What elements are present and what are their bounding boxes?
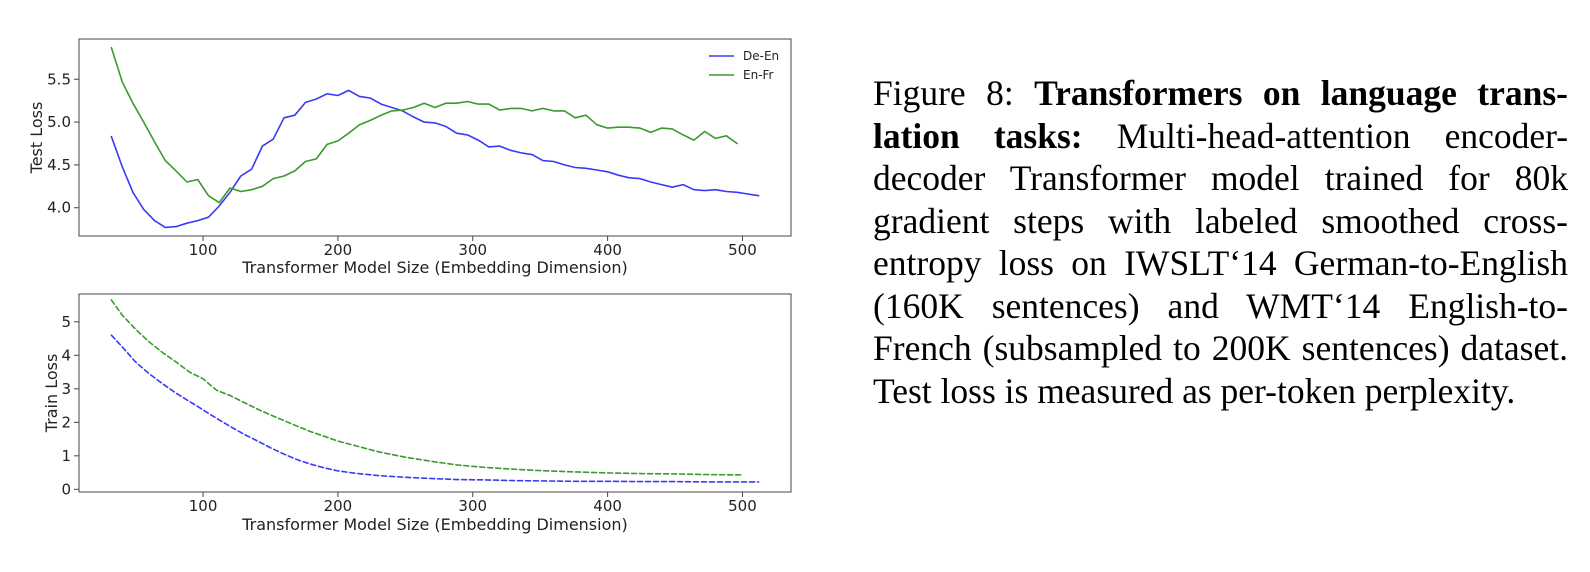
caption-title: Transformers on language trans­lation ta… <box>873 73 1568 156</box>
x-tick-label: 400 <box>593 497 622 515</box>
x-tick-label: 500 <box>728 241 757 259</box>
y-tick-label: 4.0 <box>47 199 71 217</box>
x-tick-label: 200 <box>324 497 353 515</box>
chart-marks <box>110 299 760 483</box>
legend: De-En En-Fr <box>709 49 779 82</box>
train-loss-chart: 100 200 300 400 500 0 1 2 3 4 5 Transformer Model… <box>42 293 792 534</box>
x-axis-label: Transformer Model Size (Embedding Dimens… <box>241 515 628 534</box>
x-ticks: 100 200 300 400 500 <box>189 236 757 259</box>
series-line-series-0 <box>110 334 760 483</box>
y-ticks: 4.0 4.5 5.0 5.5 <box>47 70 79 217</box>
x-tick-label: 500 <box>728 497 757 515</box>
x-tick-label: 100 <box>189 497 218 515</box>
legend-label-en-fr: En-Fr <box>743 68 774 82</box>
legend-label-de-en: De-En <box>743 49 779 63</box>
y-axis-label: Train Loss <box>42 354 61 434</box>
y-tick-label: 0 <box>61 480 71 498</box>
y-tick-label: 5.0 <box>47 113 71 131</box>
y-tick-label: 1 <box>61 447 71 465</box>
plot-frame <box>78 293 792 493</box>
y-tick-label: 3 <box>61 380 71 398</box>
y-tick-label: 5 <box>61 313 71 331</box>
x-ticks: 100 200 300 400 500 <box>189 492 757 515</box>
series-line-series-1 <box>110 299 744 476</box>
series-line-en-fr <box>110 46 738 204</box>
test-loss-chart: 100 200 300 400 500 4.0 4.5 5.0 5.5 Transformer… <box>27 38 792 277</box>
y-tick-label: 2 <box>61 413 71 431</box>
caption-body: Multi-head-attention encoder-decoder Tra… <box>873 115 1569 411</box>
x-tick-label: 100 <box>189 241 218 259</box>
y-tick-label: 4.5 <box>47 156 71 174</box>
caption-label: Figure 8: <box>873 73 1014 113</box>
figure-caption: Figure 8: Transformers on language trans… <box>873 72 1568 412</box>
x-tick-label: 300 <box>458 241 487 259</box>
plot-frame <box>78 38 792 237</box>
y-tick-label: 5.5 <box>47 70 71 88</box>
x-axis-label: Transformer Model Size (Embedding Dimens… <box>241 258 628 277</box>
y-tick-label: 4 <box>61 346 71 364</box>
x-tick-label: 400 <box>593 241 622 259</box>
chart-marks <box>110 46 760 229</box>
x-tick-label: 200 <box>324 241 353 259</box>
x-tick-label: 300 <box>458 497 487 515</box>
y-ticks: 0 1 2 3 4 5 <box>61 313 79 498</box>
series-line-de-en <box>110 89 760 229</box>
y-axis-label: Test Loss <box>27 102 46 175</box>
